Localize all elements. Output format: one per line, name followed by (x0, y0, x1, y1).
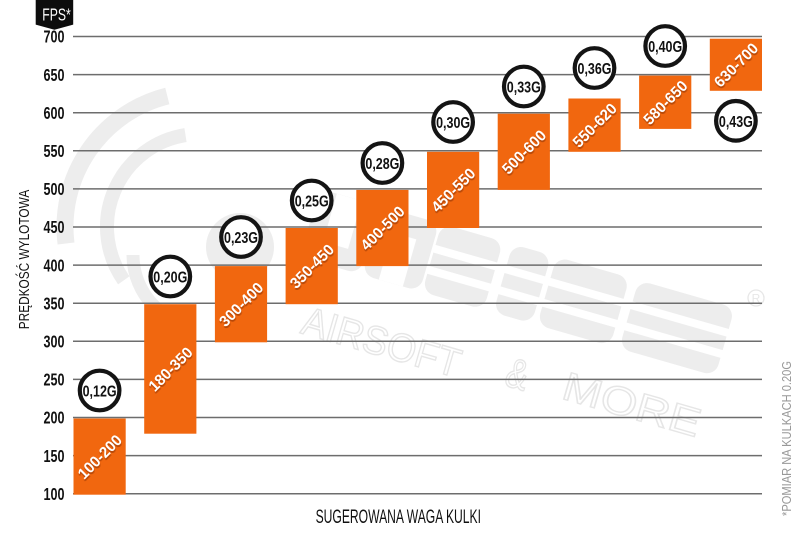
svg-text:600: 600 (44, 103, 65, 123)
svg-text:400: 400 (44, 255, 65, 275)
svg-text:350: 350 (44, 293, 65, 313)
svg-text:PRĘDKOŚĆ WYLOTOWA: PRĘDKOŚĆ WYLOTOWA (15, 190, 33, 330)
svg-text:0,33G: 0,33G (507, 80, 541, 97)
svg-text:R: R (752, 292, 761, 306)
svg-text:0,28G: 0,28G (365, 156, 399, 173)
svg-text:0,30G: 0,30G (436, 115, 470, 132)
svg-text:0,23G: 0,23G (224, 230, 258, 247)
svg-text:0,40G: 0,40G (648, 39, 682, 56)
svg-text:550: 550 (44, 141, 65, 161)
svg-text:150: 150 (44, 446, 65, 466)
svg-text:0,36G: 0,36G (578, 61, 612, 78)
svg-text:450: 450 (44, 217, 65, 237)
svg-text:500: 500 (44, 179, 65, 199)
svg-text:FPS*: FPS* (42, 5, 71, 25)
svg-text:200: 200 (44, 408, 65, 428)
svg-text:0,43G: 0,43G (719, 114, 753, 131)
svg-text:650: 650 (44, 65, 65, 85)
svg-text:0,20G: 0,20G (153, 270, 187, 287)
svg-text:250: 250 (44, 370, 65, 390)
svg-text:100: 100 (44, 484, 65, 504)
svg-text:0,12G: 0,12G (83, 384, 117, 401)
svg-text:SUGEROWANA WAGA KULKI: SUGEROWANA WAGA KULKI (316, 507, 481, 528)
svg-text:*POMIAR NA KULKACH 0.20G: *POMIAR NA KULKACH 0.20G (779, 361, 794, 516)
svg-text:300: 300 (44, 332, 65, 352)
svg-text:700: 700 (44, 27, 65, 47)
svg-text:0,25G: 0,25G (295, 194, 329, 211)
